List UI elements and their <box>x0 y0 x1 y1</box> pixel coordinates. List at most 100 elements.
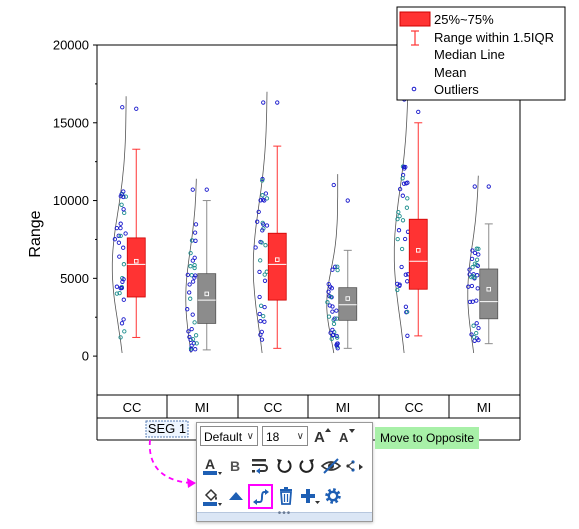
data-point <box>470 265 475 270</box>
mean-marker <box>486 286 492 292</box>
box-iqr-5 <box>408 218 428 290</box>
group-label-seg-1[interactable]: SEG 1 <box>148 421 186 436</box>
data-point <box>116 233 121 238</box>
data-point <box>192 255 197 260</box>
outlier-point <box>204 187 209 192</box>
data-point <box>123 231 128 236</box>
gear-icon <box>325 488 341 504</box>
data-point <box>400 218 406 223</box>
data-point <box>335 335 340 340</box>
data-point <box>325 300 330 305</box>
data-point <box>260 228 265 233</box>
box-iqr-1 <box>126 237 146 298</box>
bold-button[interactable]: B <box>225 455 247 477</box>
increase-font-button[interactable]: A <box>311 425 333 447</box>
data-point <box>119 321 125 326</box>
data-point <box>472 275 477 280</box>
data-point <box>260 178 265 183</box>
category-label-cc-1: CC <box>123 400 142 415</box>
data-point <box>122 210 127 216</box>
y-tick-label-15000: 15000 <box>53 115 89 130</box>
move-to-opposite-button[interactable] <box>248 484 273 509</box>
rotate-counterclockwise-button[interactable] <box>273 455 295 477</box>
data-point <box>188 264 193 269</box>
data-point <box>112 237 118 242</box>
data-point <box>264 223 270 228</box>
data-point <box>330 309 335 314</box>
data-point <box>193 222 199 227</box>
grip-dots-icon: ••• <box>277 508 292 519</box>
category-label-mi-1: MI <box>195 400 209 415</box>
data-point <box>395 287 400 293</box>
distribution-curve-6 <box>467 175 479 354</box>
wrap-text-icon <box>252 459 268 474</box>
decrease-font-button[interactable]: A <box>335 425 357 447</box>
wrap-text-button[interactable] <box>249 455 271 477</box>
move-up-button[interactable] <box>225 485 247 507</box>
chevron-down-icon: ∨ <box>296 431 304 442</box>
data-point <box>257 294 262 300</box>
data-point <box>400 193 405 198</box>
data-point <box>190 336 196 342</box>
data-point <box>469 332 474 337</box>
outlier-point <box>120 105 125 110</box>
settings-button[interactable] <box>322 485 344 507</box>
data-point <box>474 321 479 326</box>
data-point <box>330 327 335 333</box>
data-point <box>397 283 402 289</box>
font-color-button[interactable]: A <box>201 455 223 477</box>
data-point <box>118 233 123 239</box>
data-point <box>258 258 263 263</box>
data-point <box>405 279 410 284</box>
data-point <box>262 319 267 324</box>
annotation-arrowhead <box>187 478 196 488</box>
data-point <box>116 240 122 245</box>
data-point <box>476 325 481 331</box>
data-point <box>121 262 127 267</box>
delete-button[interactable] <box>275 485 297 507</box>
font-family-value: Default <box>204 430 243 444</box>
data-point <box>405 333 410 338</box>
outlier-point <box>190 187 195 192</box>
y-tick-label-20000: 20000 <box>53 38 89 53</box>
data-point <box>192 230 198 235</box>
box-iqr-6 <box>479 268 499 320</box>
data-point <box>118 193 123 199</box>
show-hide-button[interactable] <box>320 455 342 477</box>
mean-marker <box>204 291 209 297</box>
data-point <box>262 272 267 277</box>
rotate-clockwise-button[interactable] <box>296 455 318 477</box>
data-point <box>256 209 261 215</box>
data-point <box>261 222 266 227</box>
data-point <box>474 257 480 262</box>
toolbar-grip[interactable]: ••• <box>197 508 372 521</box>
data-point <box>326 289 331 294</box>
data-point <box>469 256 475 262</box>
group-label-selection[interactable] <box>145 420 189 438</box>
data-point <box>467 299 473 305</box>
mean-marker <box>133 258 139 264</box>
distribution-curves <box>111 88 479 354</box>
data-point <box>262 278 268 283</box>
font-family-select[interactable]: Default ∨ <box>200 426 258 446</box>
data-point <box>117 254 122 259</box>
font-size-select[interactable]: 18 ∨ <box>262 426 308 446</box>
fill-color-button[interactable] <box>201 485 223 507</box>
data-points <box>112 97 491 352</box>
data-point <box>114 225 119 231</box>
category-label-mi-2: MI <box>336 400 350 415</box>
y-axis: 0 5000 10000 15000 20000 <box>53 38 98 395</box>
paint-bucket-icon <box>203 488 222 506</box>
annotation-arrow <box>148 439 191 484</box>
outlier-point <box>331 182 336 188</box>
add-button[interactable] <box>299 485 321 507</box>
legend-label-median: Median Line <box>434 47 505 62</box>
connect-points-button[interactable] <box>344 455 366 477</box>
data-point <box>263 191 269 196</box>
data-point <box>118 335 123 340</box>
box-iqr-2 <box>197 273 217 324</box>
outlier-point <box>275 100 280 105</box>
legend[interactable]: 25%~75% Range within 1.5IQR Median Line … <box>396 6 566 101</box>
data-point <box>193 273 198 278</box>
data-point <box>467 267 472 272</box>
